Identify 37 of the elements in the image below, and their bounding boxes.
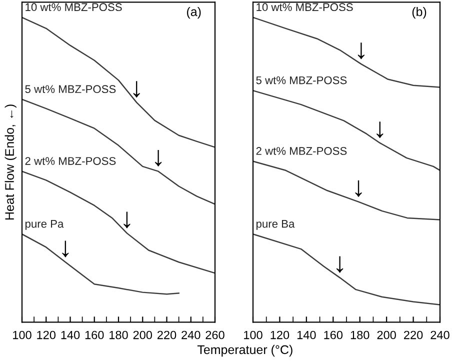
series-label: 2 wt% MBZ-POSS [256, 147, 347, 155]
annotation: ↓ [358, 42, 364, 60]
x-tick-label: 140 [297, 330, 316, 340]
x-tick-label: 180 [350, 330, 370, 340]
y-axis-title: Heat Flow (Endo, ←) [4, 104, 16, 220]
series-label: 10 wt% MBZ-POSS [26, 3, 122, 12]
x-tick-label: 200 [133, 330, 152, 340]
x-tick-label: 240 [182, 330, 200, 340]
x-tick-label: 220 [157, 330, 176, 340]
x-axis-title: Temperatuer (°C) [197, 344, 292, 357]
annotation: ↓ [336, 256, 344, 273]
x-tick-label: 100 [244, 330, 262, 340]
x-tick-label: 260 [206, 330, 224, 340]
annotation: ↓ [124, 212, 130, 228]
annotation: ↓ [376, 122, 384, 138]
x-tick-label: 200 [377, 330, 396, 340]
series-label: 5 wt% MBZ-POSS [256, 76, 347, 84]
x-tick-label: 140 [61, 330, 80, 340]
annotation: (b) [412, 6, 426, 19]
x-tick-label: 160 [324, 330, 343, 340]
annotation: (a) [186, 6, 201, 19]
series-label: 2 wt% MBZ-POSS [25, 157, 116, 165]
annotation: ↓ [155, 150, 162, 166]
series-label: 10 wt% MBZ-POSS [256, 3, 353, 12]
series-label: pure Ba [256, 220, 295, 230]
x-tick-label: 100 [13, 330, 32, 340]
x-tick-label: 160 [85, 330, 104, 340]
x-tick-label: 240 [430, 330, 450, 340]
annotation: ↓ [133, 81, 140, 98]
x-tick-label: 180 [110, 330, 128, 340]
series-label: pure Pa [25, 220, 64, 230]
x-tick-label: 220 [404, 330, 423, 340]
x-tick-label: 120 [270, 330, 290, 340]
annotation: ↓ [62, 240, 69, 258]
x-tick-label: 120 [37, 330, 56, 340]
annotation: ↓ [355, 180, 362, 197]
series-label: 5 wt% MBZ-POSS [25, 85, 116, 94]
